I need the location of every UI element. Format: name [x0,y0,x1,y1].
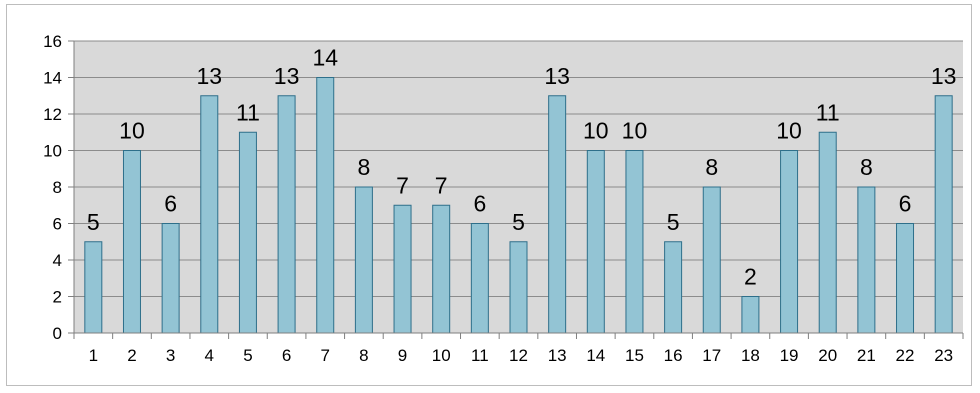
x-tick-label-18: 18 [741,346,760,365]
x-tick-label-3: 3 [166,346,175,365]
data-label-14: 10 [583,118,609,144]
y-tick-labels: 0 2 4 6 8 10 12 14 16 [43,32,62,343]
x-tick-labels: 1 2 3 4 5 6 7 8 9 10 11 12 13 14 15 16 17 18 19 20 21 22 23 [89,346,954,365]
data-label-15: 10 [622,118,648,144]
x-tick-label-1: 1 [89,346,98,365]
y-tick-label-4: 4 [53,251,62,270]
x-tick-label-10: 10 [432,346,451,365]
x-tick-label-16: 16 [664,346,683,365]
bar-18 [741,296,760,334]
bar-8 [354,186,373,334]
bar-20 [818,131,837,334]
x-tick-label-13: 13 [548,346,567,365]
bar-2 [122,150,141,334]
x-tick-label-23: 23 [934,346,953,365]
data-label-13: 13 [544,63,570,89]
bar-23 [934,95,953,334]
bar-13 [548,95,567,334]
bar-12 [509,241,528,334]
y-tick-label-6: 6 [53,215,62,234]
y-tick-label-2: 2 [53,288,62,307]
x-tick-label-4: 4 [205,346,214,365]
data-label-11: 6 [473,191,486,217]
data-label-23: 13 [931,63,957,89]
x-tick-label-5: 5 [243,346,252,365]
x-tick-label-2: 2 [127,346,136,365]
data-label-7: 14 [312,45,338,71]
x-tick-label-11: 11 [471,346,489,365]
data-label-1: 5 [87,209,100,235]
x-tick-label-20: 20 [818,346,837,365]
bar-7 [316,77,335,334]
x-tick-label-12: 12 [509,346,528,365]
bar-22 [896,223,915,334]
axes [73,41,964,339]
data-label-21: 8 [860,154,873,180]
bar-4 [200,95,219,334]
bar-19 [780,150,799,334]
bar-3 [161,223,180,334]
x-tick-label-17: 17 [702,346,721,365]
x-tick-label-15: 15 [625,346,644,365]
data-label-18: 2 [744,264,757,290]
data-label-9: 7 [396,172,409,198]
data-label-12: 5 [512,209,525,235]
data-label-2: 10 [119,118,145,144]
data-label-17: 8 [705,154,718,180]
data-label-10: 7 [435,172,448,198]
data-label-3: 6 [164,191,177,217]
bar-14 [586,150,605,334]
data-label-22: 6 [899,191,912,217]
data-label-16: 5 [667,209,680,235]
y-tick-label-0: 0 [53,324,62,343]
bar-17 [702,186,721,334]
x-tick-label-22: 22 [896,346,915,365]
data-label-20: 11 [816,99,840,125]
x-tick-label-8: 8 [359,346,368,365]
x-tick-label-9: 9 [398,346,407,365]
y-tick-label-12: 12 [43,105,62,124]
bar-16 [664,241,683,334]
data-label-4: 13 [196,63,222,89]
x-tick-label-21: 21 [857,346,876,365]
y-tick-label-16: 16 [43,32,62,51]
bar-9 [393,204,412,334]
bar-6 [277,95,296,334]
x-tick-label-19: 19 [780,346,799,365]
x-tick-label-7: 7 [321,346,330,365]
bar-10 [432,204,451,334]
bar-5 [238,131,257,334]
y-tick-label-14: 14 [43,69,62,88]
y-tick-label-10: 10 [43,142,62,161]
x-tick-label-14: 14 [586,346,605,365]
bar-15 [625,150,644,334]
data-label-6: 13 [274,63,300,89]
y-tick-label-8: 8 [53,178,62,197]
chart-frame: 0 2 4 6 8 10 12 14 16 1 2 3 4 5 6 7 8 9 10 11 12 13 14 15 16 17 1… [6,4,972,386]
x-tick-label-6: 6 [282,346,291,365]
data-label-8: 8 [357,154,370,180]
bar-21 [857,186,876,334]
data-label-19: 10 [776,118,802,144]
bar-1 [84,241,103,334]
bar-11 [470,223,489,334]
data-label-5: 11 [236,99,260,125]
